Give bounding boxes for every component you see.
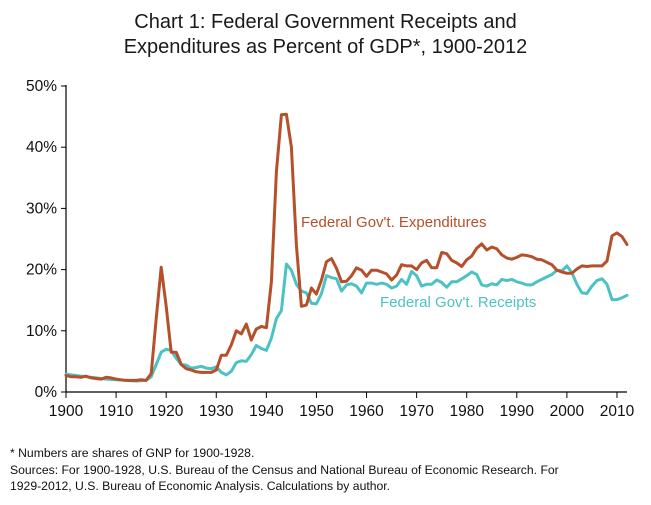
line-chart: 0% 10% 20% 30% 40% 50% 1900 1910 1920 1930 1940 195… xyxy=(26,78,635,420)
chart-title: Chart 1: Federal Government Receipts and… xyxy=(0,10,651,60)
expenditures-series-label: Federal Gov't. Expenditures xyxy=(301,214,486,231)
y-tick-label: 20% xyxy=(26,262,57,279)
x-tick-label: 1910 xyxy=(99,403,134,420)
chart-title-line-1: Chart 1: Federal Government Receipts and xyxy=(134,11,517,33)
x-tick-label: 1980 xyxy=(449,403,484,420)
x-tick-label: 1900 xyxy=(49,403,84,420)
x-tick-label: 1950 xyxy=(299,403,334,420)
receipts-series-label: Federal Gov't. Receipts xyxy=(380,294,536,311)
y-tick-label: 10% xyxy=(26,323,57,340)
y-tick-label: 30% xyxy=(26,200,57,217)
y-tick-label: 0% xyxy=(35,384,58,401)
footnote-sources-2: 1929-2012, U.S. Bureau of Economic Analy… xyxy=(10,479,391,493)
x-tick-label: 2000 xyxy=(550,403,585,420)
x-tick-label: 1990 xyxy=(500,403,535,420)
x-tick-label: 1930 xyxy=(199,403,234,420)
x-tick-label: 1920 xyxy=(149,403,184,420)
footnote-sources-1: Sources: For 1900-1928, U.S. Bureau of t… xyxy=(10,462,559,477)
x-tick-label: 1940 xyxy=(249,403,284,420)
y-tick-label: 40% xyxy=(26,139,57,156)
x-tick-label: 2010 xyxy=(600,403,635,420)
footnote-gnp: * Numbers are shares of GNP for 1900-192… xyxy=(10,446,255,460)
x-tick-label: 1960 xyxy=(349,403,384,420)
x-tick-label: 1970 xyxy=(399,403,434,420)
expenditures-series-line xyxy=(64,112,629,382)
chart-footnotes: * Numbers are shares of GNP for 1900-192… xyxy=(10,445,646,495)
chart-title-line-2: Expenditures as Percent of GDP*, 1900-20… xyxy=(123,36,528,58)
receipts-series-line xyxy=(64,262,629,383)
y-tick-label: 50% xyxy=(26,78,57,95)
